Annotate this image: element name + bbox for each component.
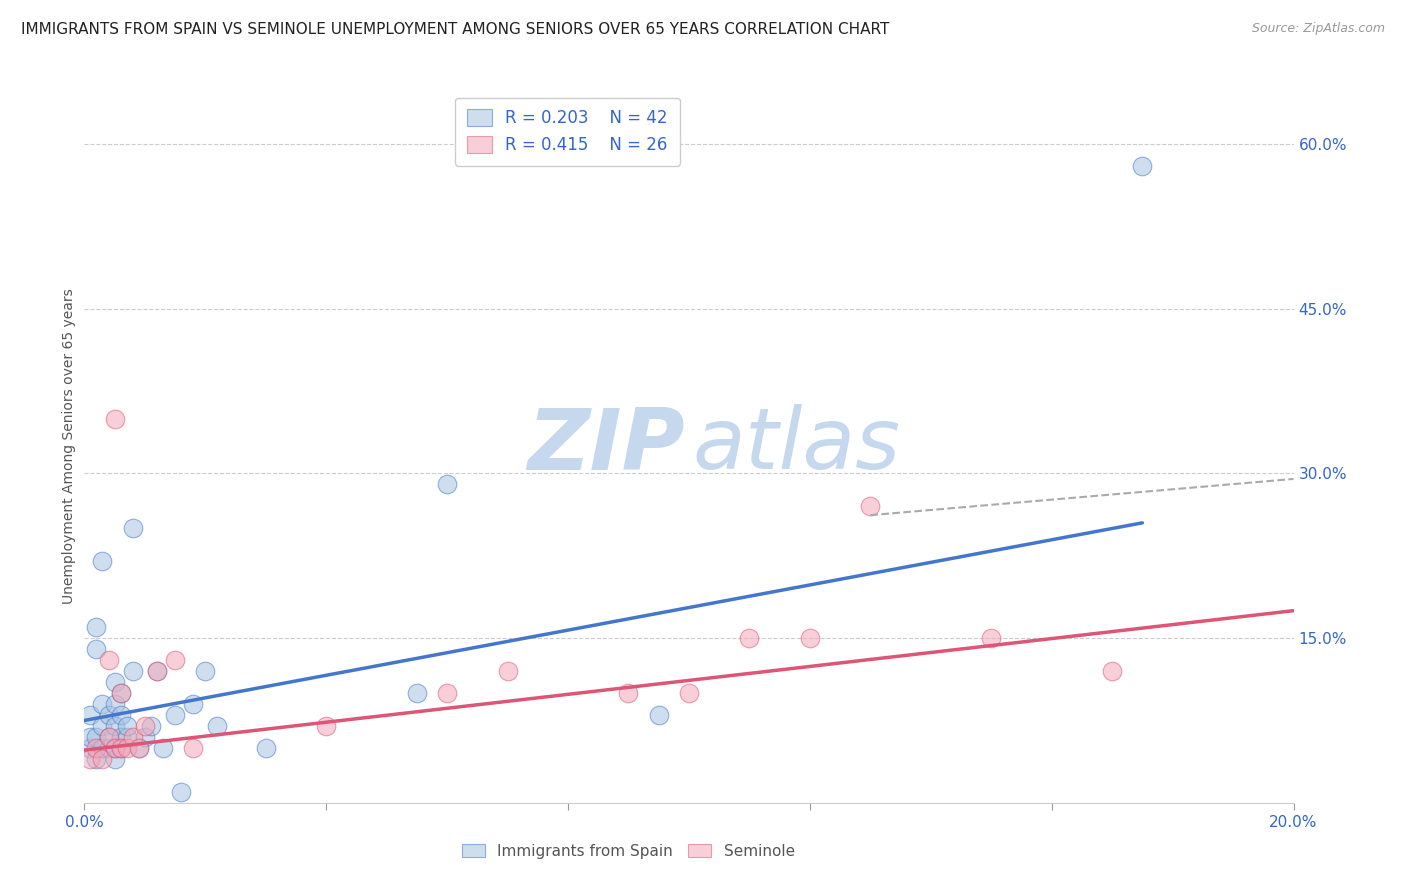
Point [86,642,108,657]
Point [121,664,143,678]
Point [115,719,138,733]
Point [194,664,217,678]
Text: Source: ZipAtlas.com: Source: ZipAtlas.com [1251,22,1385,36]
Point [181,697,204,711]
Point [91,697,114,711]
Point [436,686,458,700]
Point [110,740,132,755]
Point [86,730,108,744]
Point [121,730,143,744]
Point [110,740,132,755]
Point [110,708,132,723]
Point [1130,159,1153,173]
Point [97,653,120,667]
Point [181,740,204,755]
Point [91,740,114,755]
Point [134,730,156,744]
Point [139,719,162,733]
Point [254,740,277,755]
Point [1101,664,1123,678]
Point [97,708,120,723]
Point [115,730,138,744]
Point [648,708,671,723]
Point [980,631,1002,645]
Point [79,740,101,755]
Point [406,686,429,700]
Point [110,686,132,700]
Point [104,411,127,425]
Point [91,554,114,568]
Point [134,719,156,733]
Point [104,719,127,733]
Point [799,631,821,645]
Text: ZIP: ZIP [527,404,685,488]
Point [104,675,127,690]
Point [436,477,458,491]
Point [79,730,101,744]
Point [859,500,882,514]
Point [86,620,108,634]
Point [207,719,229,733]
Point [110,686,132,700]
Point [152,740,174,755]
Point [91,752,114,766]
Point [146,664,169,678]
Point [104,740,127,755]
Text: atlas: atlas [693,404,901,488]
Point [97,740,120,755]
Y-axis label: Unemployment Among Seniors over 65 years: Unemployment Among Seniors over 65 years [62,288,76,604]
Point [79,752,101,766]
Point [496,664,519,678]
Point [86,740,108,755]
Point [121,521,143,535]
Point [617,686,640,700]
Point [104,697,127,711]
Point [738,631,761,645]
Point [104,752,127,766]
Point [86,752,108,766]
Text: IMMIGRANTS FROM SPAIN VS SEMINOLE UNEMPLOYMENT AMONG SENIORS OVER 65 YEARS CORRE: IMMIGRANTS FROM SPAIN VS SEMINOLE UNEMPL… [21,22,890,37]
Point [678,686,700,700]
Point [170,785,193,799]
Point [91,719,114,733]
Point [165,708,187,723]
Point [104,740,127,755]
Point [97,730,120,744]
Point [128,740,150,755]
Point [315,719,337,733]
Point [128,740,150,755]
Point [115,740,138,755]
Point [146,664,169,678]
Point [97,730,120,744]
Point [165,653,187,667]
Point [79,708,101,723]
Point [110,730,132,744]
Legend: Immigrants from Spain, Seminole: Immigrants from Spain, Seminole [454,836,803,866]
